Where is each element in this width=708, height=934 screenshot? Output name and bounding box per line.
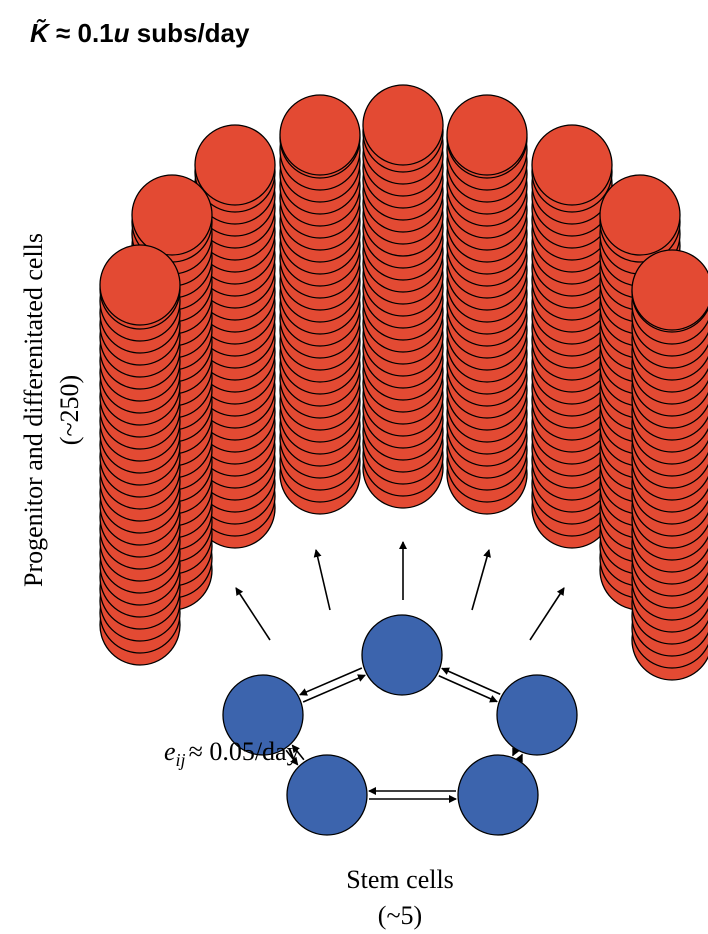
stem-count: (~5): [378, 901, 422, 930]
stem-cell: [497, 675, 577, 755]
rate-label: eij≈ 0.05/day: [164, 737, 300, 770]
title-approx: ≈ 0.1: [49, 18, 114, 48]
progenitor-cell: [280, 95, 360, 175]
stem-cells: [223, 615, 577, 835]
stem-cell: [287, 755, 367, 835]
arrow: [316, 550, 330, 610]
title-variable: u: [114, 18, 130, 48]
progenitor-label: Progenitor and differenitated cells: [19, 233, 48, 587]
arrow: [472, 550, 489, 610]
transition-arrow: [513, 751, 515, 755]
rate-value: ≈ 0.05/day: [189, 737, 300, 766]
transition-arrow: [520, 755, 522, 759]
rate-symbol: e: [164, 737, 176, 766]
arrow: [530, 588, 564, 640]
progenitor-cell: [363, 85, 443, 165]
progenitor-cell: [132, 175, 212, 255]
arrow: [236, 588, 270, 640]
progenitor-cell: [632, 250, 708, 330]
progenitor-cell: [447, 95, 527, 175]
progenitor-count: (~250): [55, 375, 84, 445]
progenitor-cell: [195, 125, 275, 205]
progenitor-cell: [600, 175, 680, 255]
progenitor-cell: [100, 245, 180, 325]
progenitor-cell: [532, 125, 612, 205]
stem-label: Stem cells: [346, 865, 454, 894]
title: K̃ ≈ 0.1u subs/day: [30, 18, 250, 48]
rate-subscript: ij: [176, 750, 186, 770]
diagram: K̃ ≈ 0.1u subs/day Progenitor and differ…: [0, 0, 708, 934]
stem-cell: [362, 615, 442, 695]
stem-cell: [458, 755, 538, 835]
title-unit: subs/day: [130, 18, 250, 48]
progenitor-cells: [100, 85, 708, 680]
